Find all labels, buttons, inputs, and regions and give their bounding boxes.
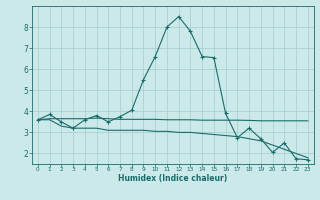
X-axis label: Humidex (Indice chaleur): Humidex (Indice chaleur): [118, 174, 228, 183]
